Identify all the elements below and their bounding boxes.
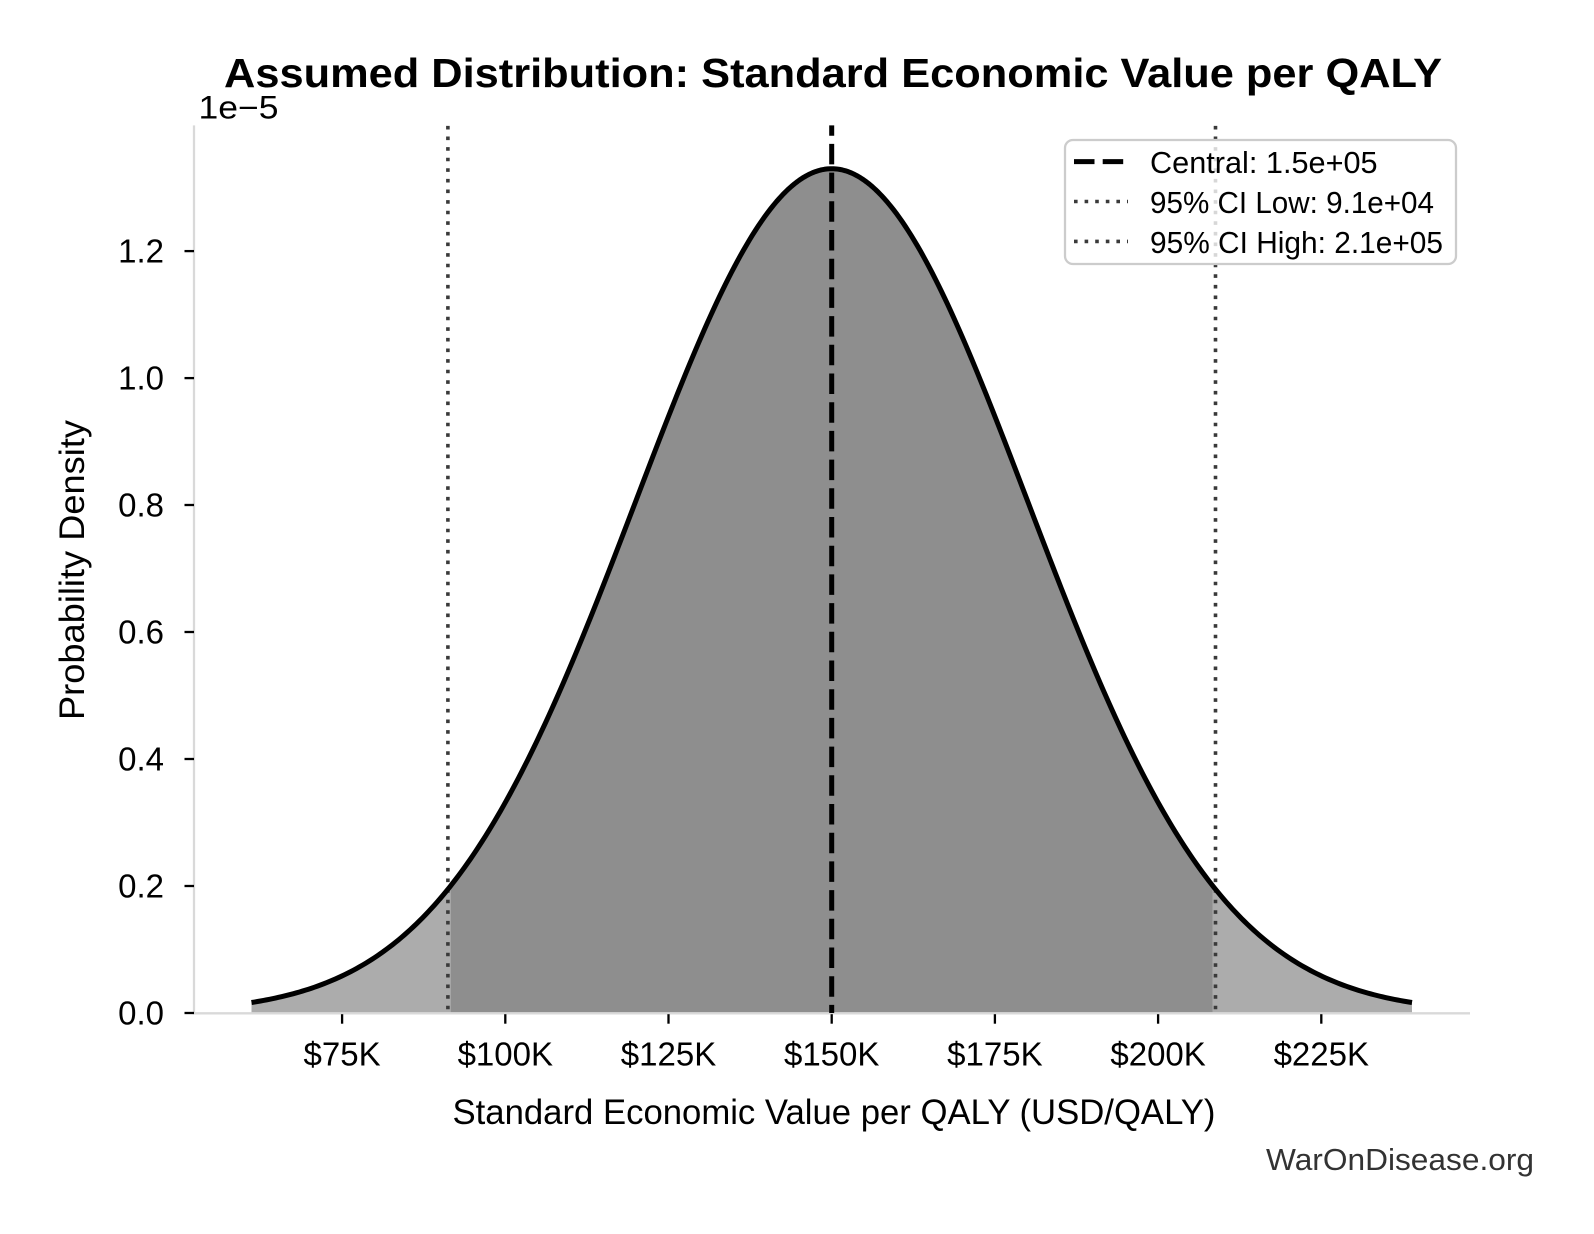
svg-text:Standard Economic Value per QA: Standard Economic Value per QALY (USD/QA… [453,1093,1216,1132]
svg-text:$225K: $225K [1274,1036,1369,1073]
svg-text:$75K: $75K [304,1036,381,1073]
svg-text:WarOnDisease.org: WarOnDisease.org [1266,1143,1534,1177]
svg-text:95% CI Low: 9.1e+04: 95% CI Low: 9.1e+04 [1150,185,1434,220]
svg-text:Assumed Distribution: Standard: Assumed Distribution: Standard Economic … [224,50,1442,96]
svg-text:1e−5: 1e−5 [199,89,279,125]
svg-text:$175K: $175K [947,1036,1042,1073]
svg-text:$100K: $100K [458,1036,553,1073]
svg-text:0.6: 0.6 [118,614,164,651]
svg-text:0.8: 0.8 [118,487,164,524]
svg-text:$200K: $200K [1110,1036,1205,1073]
svg-text:0.0: 0.0 [118,995,164,1032]
svg-text:1.0: 1.0 [118,360,164,397]
svg-text:0.2: 0.2 [118,868,164,905]
svg-text:1.2: 1.2 [118,233,164,270]
svg-text:95% CI High: 2.1e+05: 95% CI High: 2.1e+05 [1150,225,1443,260]
svg-text:Probability Density: Probability Density [53,419,92,720]
svg-text:0.4: 0.4 [118,741,164,778]
svg-text:$125K: $125K [621,1036,716,1073]
svg-text:$150K: $150K [784,1036,879,1073]
svg-text:Central: 1.5e+05: Central: 1.5e+05 [1150,145,1378,180]
